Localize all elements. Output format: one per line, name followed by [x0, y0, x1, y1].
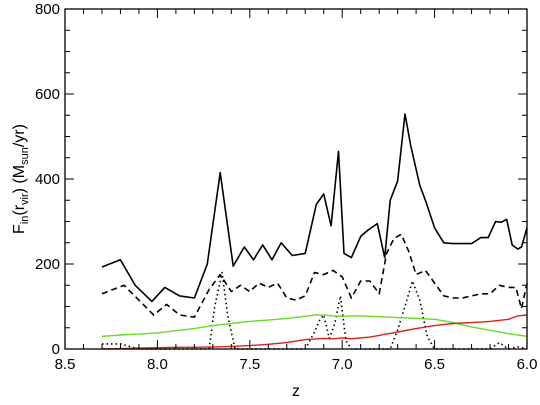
x-axis-label: z [292, 383, 300, 400]
x-tick-label: 6.0 [517, 356, 538, 373]
y-label-part: /yr) [11, 124, 28, 147]
series-green [101, 314, 528, 337]
series-red [101, 314, 528, 350]
x-tick-label: 8.0 [147, 356, 168, 373]
series-dotted-black [102, 271, 528, 350]
y-tick-label: 0 [52, 341, 60, 358]
x-tick-label: 6.5 [424, 356, 445, 373]
y-tick-label: 600 [35, 86, 60, 103]
y-tick-label: 200 [35, 256, 60, 273]
y-label-part: ) (M [11, 165, 28, 193]
series-solid-black [101, 113, 528, 303]
y-label-subscript: sun [19, 147, 31, 165]
y-label-part: F [11, 224, 28, 234]
x-tick-label: 7.0 [332, 356, 353, 373]
y-label-subscript: vir [19, 193, 31, 205]
series-layer [101, 113, 528, 350]
y-axis-label: Fin(rvir) (Msun/yr) [11, 124, 31, 234]
y-tick-label: 800 [35, 1, 60, 18]
x-tick-label: 8.5 [55, 356, 76, 373]
y-label-part: (r [11, 204, 28, 215]
x-tick-label: 7.5 [239, 356, 260, 373]
series-dashed-black [101, 233, 528, 318]
y-label-subscript: in [19, 216, 31, 225]
y-tick-label: 400 [35, 171, 60, 188]
ticks-layer: 8.5 8.0 7.5 7.0 6.5 6.0 0 200 400 600 800 [35, 1, 537, 373]
